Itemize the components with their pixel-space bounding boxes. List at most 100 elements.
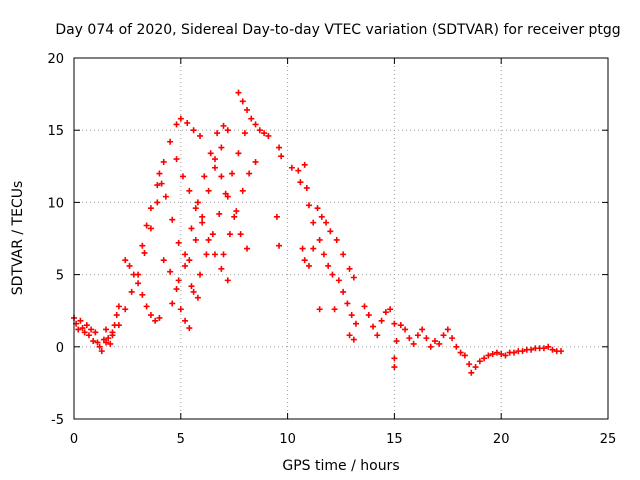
data-point [229,170,236,177]
x-tick-label: 15 [386,432,403,447]
y-axis-label: SDTVAR / TECUs [10,181,26,296]
data-point [350,274,357,281]
data-point [205,236,212,243]
data-point [177,306,184,313]
data-point [288,164,295,171]
data-point [244,245,251,252]
data-point [241,130,248,137]
data-point [316,236,323,243]
data-point [182,262,189,269]
data-point [186,325,193,332]
data-point [156,170,163,177]
data-point [325,262,332,269]
data-point [406,335,413,342]
data-point [94,339,101,346]
data-point [177,115,184,122]
data-point [295,167,302,174]
data-point [235,150,242,157]
data-point [331,306,338,313]
data-point [83,322,90,329]
data-point [528,346,535,353]
data-point [90,338,97,345]
data-point [440,332,447,339]
data-point [361,303,368,310]
data-point [335,277,342,284]
data-point [414,332,421,339]
data-point [540,345,547,352]
data-point [179,173,186,180]
data-point [186,187,193,194]
data-point [156,314,163,321]
data-point [154,199,161,206]
data-point [449,335,456,342]
data-point [436,340,443,347]
chart-title: Day 074 of 2020, Sidereal Day-to-day VTE… [55,22,620,38]
x-tick-label: 20 [493,432,510,447]
data-point [248,115,255,122]
data-point [130,271,137,278]
data-point [79,325,86,332]
data-point [402,326,409,333]
data-point [410,340,417,347]
data-point [92,329,99,336]
data-point [75,326,82,333]
data-point [115,322,122,329]
data-point [188,283,195,290]
data-point [244,106,251,113]
data-point [214,130,221,137]
data-point [476,358,483,365]
data-point [320,251,327,258]
data-point [139,242,146,249]
data-point [340,288,347,295]
data-point [216,210,223,217]
data-point [201,173,208,180]
data-point [199,219,206,226]
data-point [397,322,404,329]
data-point [493,349,500,356]
data-point [220,251,227,258]
data-point [211,164,218,171]
data-point [273,213,280,220]
data-point [103,339,110,346]
data-point [126,262,133,269]
data-point [431,338,438,345]
data-point [199,213,206,220]
plot-frame [73,57,609,420]
data-point [278,153,285,160]
data-point [122,306,129,313]
data-point [310,219,317,226]
data-point [122,257,129,264]
data-point [105,335,112,342]
data-point [154,182,161,189]
data-point [340,251,347,258]
data-point [188,225,195,232]
data-point [147,205,154,212]
data-point [299,245,306,252]
data-point [314,205,321,212]
data-point [391,355,398,362]
data-point [461,352,468,359]
data-point [211,156,218,163]
data-point [252,158,259,165]
data-point [365,312,372,319]
data-point [468,369,475,376]
data-point [158,180,165,187]
data-point [167,268,174,275]
data-point [239,98,246,105]
data-point [310,245,317,252]
data-point [182,317,189,324]
data-point [135,280,142,287]
data-point [481,355,488,362]
data-point [190,288,197,295]
data-point [218,173,225,180]
data-point [323,219,330,226]
data-point [186,257,193,264]
grid-lines [74,58,608,419]
data-point [239,187,246,194]
data-point [276,144,283,151]
data-point [113,312,120,319]
data-point [350,336,357,343]
data-point [297,179,304,186]
data-point [143,222,150,229]
